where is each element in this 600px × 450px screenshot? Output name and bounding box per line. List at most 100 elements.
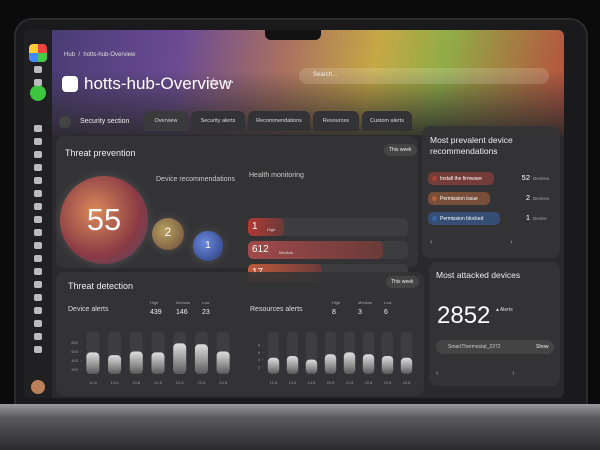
tab-label[interactable]: Recommendations [256, 118, 302, 124]
search-placeholder: Search... [313, 72, 338, 78]
hub-icon [62, 76, 78, 92]
legend-name: Medium [358, 300, 373, 305]
y-tick-label: 800 [71, 340, 78, 345]
camera-notch [265, 30, 321, 40]
tab-label[interactable]: Resources [322, 118, 350, 124]
sidebar-icon[interactable] [34, 346, 42, 353]
sidebar-icon[interactable] [34, 190, 42, 197]
crumb[interactable]: Hub [64, 52, 76, 58]
legend-value: 8 [332, 309, 336, 316]
recommendation-circle[interactable] [151, 217, 185, 251]
sidebar-icon[interactable] [34, 320, 42, 327]
home-button[interactable] [30, 85, 46, 101]
chart-title: Resources alerts [250, 306, 303, 313]
tab[interactable]: Recommendations [248, 111, 310, 131]
sidebar-icon[interactable] [34, 164, 42, 171]
sidebar-icon[interactable] [34, 333, 42, 340]
rec-value: 52 [521, 173, 530, 182]
rec-name[interactable]: Install the firmware [440, 176, 482, 182]
bar [129, 351, 143, 374]
sidebar-icon[interactable] [34, 242, 42, 249]
y-tick-label: 8 [258, 343, 261, 348]
x-tick-label: 24.8 [403, 380, 412, 385]
circle-value: 2 [164, 227, 172, 240]
legend-name: Low [202, 300, 209, 305]
sidebar-icon[interactable] [34, 229, 42, 236]
sidebar-icon[interactable] [34, 268, 42, 275]
sidebar-icon[interactable] [34, 307, 42, 314]
app-logo[interactable] [29, 44, 47, 62]
y-tick-label: 2 [258, 364, 261, 369]
tab[interactable]: Security alerts [191, 111, 245, 131]
rec-name[interactable]: Permission blocked [440, 216, 484, 222]
sidebar-icon[interactable] [34, 216, 42, 223]
circle-value: 55 [86, 202, 122, 238]
legend-name: Medium [176, 300, 191, 305]
recommendation-circle[interactable] [193, 231, 223, 261]
rec-pill[interactable] [428, 172, 494, 185]
health-name: High [267, 227, 276, 232]
chart-label: Device recommendations [156, 176, 235, 183]
tab-label[interactable]: Security alerts [200, 118, 236, 124]
y-tick-label: 200 [71, 367, 78, 372]
sidebar-icon[interactable] [34, 151, 42, 158]
device-row[interactable]: SmartThermostat_2372 Show [436, 340, 554, 354]
bar [267, 357, 280, 374]
sidebar-icon[interactable] [34, 281, 42, 288]
show-button[interactable]: Show [536, 344, 549, 350]
laptop-base [0, 404, 600, 450]
x-tick-label: 24.8 [219, 380, 228, 385]
tab[interactable]: Resources [313, 111, 359, 131]
tab[interactable]: Overview [144, 111, 188, 131]
recommendations-panel: Most prevalent device recommendations In… [422, 126, 560, 258]
sidebar-icon[interactable] [34, 66, 42, 73]
bar [362, 354, 375, 374]
x-tick-label: 22.8 [176, 380, 185, 385]
favorite-star[interactable]: ☆ ⋯ [208, 75, 235, 89]
y-tick-label: 4 [258, 357, 261, 362]
period-button[interactable]: This week [386, 276, 419, 288]
attack-count: 2852 [437, 302, 491, 329]
crumb[interactable]: hotts-hub-Overview [83, 52, 136, 58]
bar [216, 351, 230, 374]
legend-value: 3 [358, 309, 362, 316]
pager[interactable]: ‹ › [430, 239, 513, 246]
x-tick-label: 13.8 [111, 380, 120, 385]
panel-title: Threat prevention [65, 148, 136, 158]
health-value: 612 [252, 244, 269, 255]
pager[interactable]: ‹ › [436, 370, 515, 377]
sidebar-icon[interactable] [34, 79, 42, 86]
sidebar-icon[interactable] [34, 255, 42, 262]
bar [194, 344, 208, 374]
rec-name[interactable]: Permission issue [440, 196, 478, 202]
health-bar[interactable] [248, 241, 384, 259]
sidebar-icon[interactable] [34, 294, 42, 301]
circle-value: 1 [205, 240, 211, 252]
legend-value: 146 [176, 309, 188, 316]
legend-value: 439 [150, 309, 162, 316]
tab-label[interactable]: Overview [154, 118, 178, 124]
x-tick-label: 21.8 [154, 380, 163, 385]
avatar[interactable] [31, 380, 45, 394]
attack-unit: ▲Alerts [495, 307, 513, 313]
unit: Alerts [499, 307, 513, 313]
sidebar-icon[interactable] [34, 203, 42, 210]
search-box[interactable]: Search... [299, 68, 549, 84]
breadcrumb[interactable]: Hub / hotts-hub-Overview [64, 52, 136, 58]
rec-unit: Device [533, 216, 547, 221]
rec-pill[interactable] [428, 192, 490, 205]
chart-label: Health monitoring [249, 172, 304, 179]
tab[interactable]: Custom alerts [362, 111, 412, 131]
period-button[interactable]: This week [384, 144, 417, 156]
sidebar-icon[interactable] [34, 177, 42, 184]
tab-label[interactable]: Custom alerts [370, 118, 404, 124]
x-tick-label: 14.8 [308, 380, 317, 385]
back-button[interactable] [59, 116, 71, 128]
health-bar[interactable] [248, 218, 285, 236]
x-tick-label: 23.8 [384, 380, 393, 385]
sidebar-icon[interactable] [34, 138, 42, 145]
recommendation-circle[interactable] [60, 176, 148, 264]
sidebar-icon[interactable] [34, 125, 42, 132]
rec-pill[interactable] [428, 212, 500, 225]
